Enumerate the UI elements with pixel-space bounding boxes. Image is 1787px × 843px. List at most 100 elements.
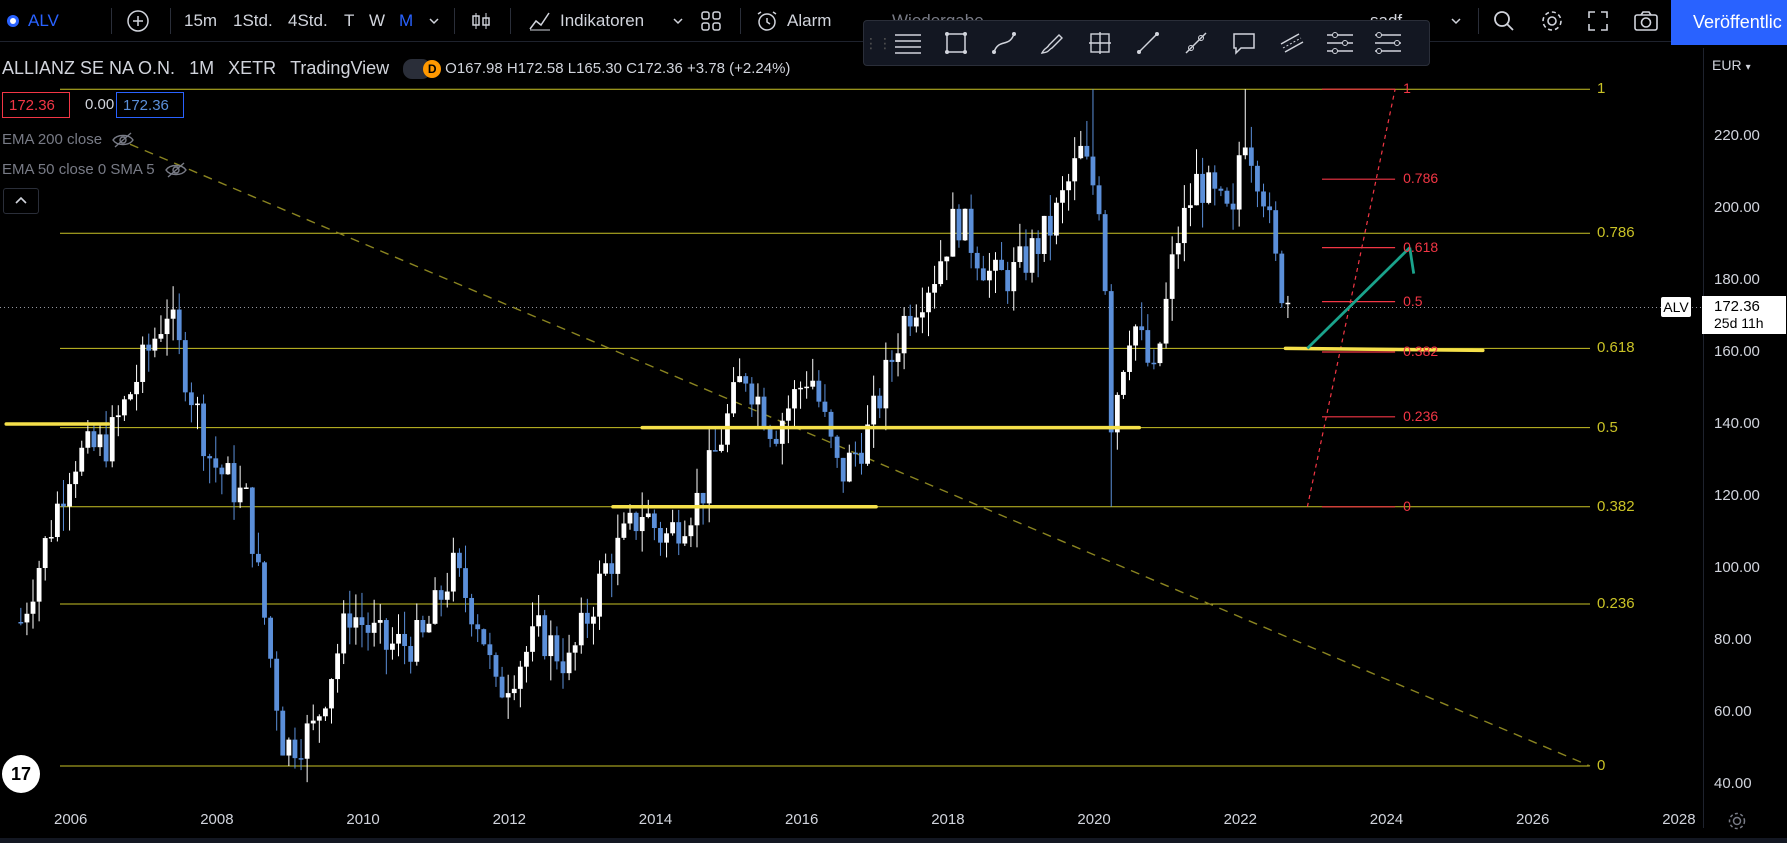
- fullscreen-button[interactable]: [1587, 0, 1609, 41]
- more-tools[interactable]: [1364, 20, 1412, 66]
- candle-body: [980, 268, 986, 281]
- candle-body: [207, 456, 213, 459]
- candle-body: [1108, 291, 1114, 433]
- search-button[interactable]: [1492, 0, 1516, 41]
- eye-hidden-icon[interactable]: [164, 161, 187, 178]
- candles-icon: [472, 12, 490, 29]
- candle-body: [810, 380, 816, 387]
- indicators-button[interactable]: Indikatoren: [528, 0, 684, 41]
- brush-icon: [1040, 34, 1063, 54]
- price-chart[interactable]: [0, 42, 1703, 842]
- fib-level-label: 0: [1597, 757, 1606, 774]
- fullscreen-icon: [1588, 10, 1608, 31]
- candle-body: [1267, 206, 1273, 211]
- snapshot-button[interactable]: [1633, 0, 1659, 41]
- symbol-search[interactable]: ALV: [6, 0, 59, 41]
- candle-body: [1047, 215, 1053, 236]
- candle-body: [530, 626, 535, 652]
- time-tick-label: 2016: [785, 811, 819, 828]
- fib-template-tool[interactable]: [884, 20, 932, 66]
- fib-trend-diagonal: [129, 143, 1591, 767]
- currency-selector[interactable]: EUR ▾: [1712, 57, 1751, 73]
- candle-body: [645, 513, 651, 518]
- candle-body: [584, 612, 590, 624]
- bid-price[interactable]: 172.36: [2, 92, 70, 118]
- candle-body: [871, 395, 877, 425]
- measure-tool[interactable]: [1076, 20, 1124, 66]
- curve-tool[interactable]: [980, 20, 1028, 66]
- candle-body: [779, 420, 785, 444]
- indicator-ema50[interactable]: EMA 50 close 0 SMA 5: [2, 161, 187, 178]
- candle-body: [158, 334, 164, 339]
- candle-body: [450, 552, 456, 592]
- interval-month[interactable]: M: [399, 10, 414, 30]
- candle-body: [292, 739, 298, 759]
- candle-body: [804, 386, 810, 389]
- candle-body: [1084, 145, 1090, 157]
- drag-handle-icon[interactable]: ⋮⋮: [864, 34, 892, 51]
- candle-body: [134, 381, 139, 395]
- candle-body: [688, 525, 694, 537]
- layout-dropdown[interactable]: [1450, 0, 1462, 41]
- candle-body: [633, 512, 639, 532]
- candle-body: [73, 471, 79, 485]
- interval-4h[interactable]: 4Std.: [288, 10, 328, 30]
- axis-settings-button[interactable]: [1727, 811, 1747, 836]
- candle-body: [231, 463, 237, 503]
- compare-button[interactable]: [126, 0, 150, 41]
- rectangle-tool[interactable]: [932, 20, 980, 66]
- candle-body: [865, 424, 870, 464]
- candle-body: [572, 645, 578, 653]
- candle-body: [1212, 172, 1218, 189]
- tradingview-logo[interactable]: 17: [2, 755, 40, 793]
- interval-1h[interactable]: 1Std.: [233, 10, 273, 30]
- candle-body: [731, 382, 736, 414]
- candle-body: [773, 438, 779, 444]
- candle-body: [420, 620, 426, 633]
- interval-week[interactable]: W: [369, 10, 386, 30]
- interval-day[interactable]: T: [344, 10, 355, 30]
- candle-body: [377, 620, 383, 623]
- candle-body: [201, 403, 206, 457]
- candle-body: [932, 284, 937, 293]
- eye-hidden-icon[interactable]: [112, 131, 134, 148]
- ray-tool[interactable]: [1172, 20, 1220, 66]
- projection-arrow: [1306, 246, 1411, 350]
- candle-body: [816, 380, 822, 402]
- line-settings-tool[interactable]: [1316, 20, 1364, 66]
- publish-button[interactable]: Veröffentlic: [1671, 0, 1787, 45]
- callout-tool[interactable]: [1220, 20, 1268, 66]
- fib-extension-label: 1: [1403, 80, 1411, 97]
- legend-exchange: XETR: [228, 58, 277, 78]
- price-axis[interactable]: [1703, 48, 1787, 828]
- candle-body: [1145, 330, 1151, 363]
- alarm-button[interactable]: Alarm: [755, 0, 831, 41]
- interval-15m[interactable]: 15m: [184, 10, 218, 30]
- candle-body: [597, 573, 602, 617]
- chart-type-button[interactable]: [470, 0, 492, 41]
- brush-tool[interactable]: [1028, 20, 1076, 66]
- candle-body: [968, 208, 974, 253]
- candle-body: [1218, 188, 1224, 191]
- ask-price[interactable]: 172.36: [116, 92, 184, 118]
- fib-level-label: 0.5: [1597, 418, 1618, 436]
- candle-body: [365, 624, 371, 633]
- candle-body: [335, 653, 340, 680]
- collapse-legend-button[interactable]: [3, 188, 39, 214]
- candle-body: [938, 261, 944, 285]
- candle-body: [48, 537, 54, 539]
- symbol-title[interactable]: ALLIANZ SE NA O.N.: [2, 58, 176, 78]
- fib-level-label: 0.786: [1597, 224, 1635, 242]
- candle-body: [1029, 238, 1035, 273]
- candle-body: [962, 208, 968, 241]
- channel-tool[interactable]: [1268, 20, 1316, 66]
- candle-body: [1139, 326, 1145, 331]
- delay-badge[interactable]: D: [403, 58, 442, 79]
- settings-button[interactable]: [1540, 0, 1564, 41]
- chart-legend: ALLIANZ SE NA O.N. 1M XETR TradingView D…: [2, 58, 790, 79]
- trend-line-tool[interactable]: [1124, 20, 1172, 66]
- interval-dropdown[interactable]: [428, 0, 440, 41]
- templates-button[interactable]: [699, 0, 723, 41]
- indicator-ema200[interactable]: EMA 200 close: [2, 131, 134, 148]
- candle-body: [30, 601, 36, 614]
